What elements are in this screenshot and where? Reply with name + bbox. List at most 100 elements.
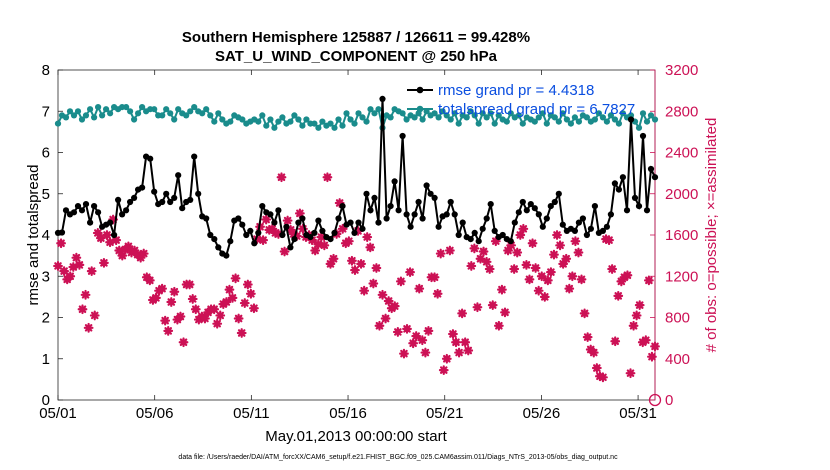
totalspread-point (103, 106, 110, 113)
obs-assimilated-point (334, 198, 345, 208)
totalspread-point (551, 114, 558, 121)
obs-assimilated-point (570, 236, 581, 247)
obs-assimilated-point (74, 260, 85, 270)
obs-possible-marker (648, 393, 662, 407)
y-left-tick-label: 6 (42, 145, 50, 162)
totalspread-point (563, 116, 571, 123)
obs-assimilated-point (432, 288, 443, 299)
y-left-tick-label: 1 (42, 351, 50, 368)
totalspread-point (295, 116, 302, 123)
y-left-tick-label: 7 (42, 103, 50, 120)
obs-assimilated-point (325, 258, 336, 269)
totalspread-point (555, 118, 562, 125)
rmse-point (391, 178, 398, 185)
rmse-point (467, 236, 474, 243)
totalspread-point (91, 114, 98, 121)
obs-assimilated-point (175, 311, 186, 322)
rmse-point (279, 231, 286, 239)
totalspread-point (135, 110, 142, 117)
obs-assimilated-point (460, 337, 471, 348)
rmse-point (447, 198, 454, 206)
obs-assimilated-point (368, 278, 379, 289)
obs-assimilated-point (481, 256, 492, 267)
rmse-point (543, 215, 550, 222)
rmse-point (215, 244, 222, 251)
obs-assimilated-point (536, 271, 547, 282)
rmse-point (411, 211, 418, 218)
obs-assimilated-point (399, 348, 409, 359)
rmse-point (527, 201, 534, 208)
rmse-point (407, 223, 414, 230)
obs-assimilated-point (294, 208, 305, 219)
obs-assimilated-point (178, 337, 189, 348)
obs-assimilated-point (99, 257, 109, 268)
obs-assimilated-point (441, 353, 452, 364)
rmse-point (611, 180, 619, 187)
rmse-point (351, 229, 358, 236)
obs-assimilated-point (475, 253, 486, 264)
rmse-point (235, 215, 242, 222)
obs-assimilated-point (123, 241, 134, 252)
totalspread-point (559, 110, 566, 117)
y-right-tick-label: 1200 (665, 268, 698, 285)
rmse-point (539, 223, 546, 230)
totalspread-point (543, 120, 550, 127)
obs-assimilated-point (484, 264, 495, 274)
rmse-point (647, 165, 655, 173)
obs-assimilated-point (395, 276, 406, 287)
obs-assimilated-point (503, 245, 513, 256)
rmse-series (54, 95, 659, 259)
totalspread-point (183, 112, 190, 119)
obs-assimilated-point (451, 337, 461, 348)
totalspread-point (599, 114, 607, 121)
totalspread-point (467, 108, 474, 115)
obs-assimilated-point (365, 242, 376, 253)
rmse-point (319, 227, 326, 234)
totalspread-point (315, 124, 322, 131)
totalspread-point (255, 118, 262, 125)
rmse-point (123, 207, 130, 214)
rmse-point (435, 223, 442, 230)
totalspread-point (367, 106, 374, 113)
rmse-point (331, 229, 338, 236)
rmse-point (379, 95, 386, 102)
obs-assimilated-point (640, 335, 651, 346)
obs-assimilated-point (490, 236, 501, 247)
rmse-point (179, 205, 186, 212)
totalspread-point (82, 112, 90, 119)
rmse-point (627, 116, 635, 123)
obs-assimilated-point (160, 315, 171, 326)
obs-assimilated-point (417, 335, 428, 346)
rmse-point (159, 198, 166, 206)
rmse-point (443, 211, 450, 218)
totalspread-point (123, 104, 130, 111)
obs-assimilated-point (190, 304, 201, 315)
totalspread-point (591, 116, 599, 123)
rmse-point (631, 194, 639, 201)
obs-assimilated-point (252, 234, 262, 245)
obs-assimilated-point (518, 223, 529, 234)
totalspread-point (575, 118, 583, 125)
obs-assimilated-point (135, 252, 146, 263)
legend: rmse grand pr = 4.4318 totalspread grand… (407, 82, 635, 118)
rmse-point (383, 215, 390, 222)
obs-assimilated-point (89, 310, 100, 321)
obs-assimilated-point (509, 264, 520, 274)
y-left-tick-label: 5 (42, 186, 50, 203)
rmse-point (615, 186, 623, 193)
totalspread-point (387, 114, 394, 121)
totalspread-point (239, 116, 246, 123)
rmse-point (455, 231, 462, 239)
obs-assimilated-point (420, 347, 431, 358)
obs-assimilated-point (212, 318, 223, 329)
obs-assimilated-point (539, 291, 550, 302)
obs-assimilated-point (613, 290, 624, 301)
obs-assimilated-point (59, 266, 70, 276)
totalspread-point (299, 122, 306, 129)
totalspread-point (187, 108, 194, 115)
rmse-point (291, 236, 298, 243)
rmse-point (327, 236, 334, 243)
rmse-point (91, 203, 98, 210)
totalspread-point (399, 110, 406, 117)
obs-assimilated-point (371, 263, 382, 273)
